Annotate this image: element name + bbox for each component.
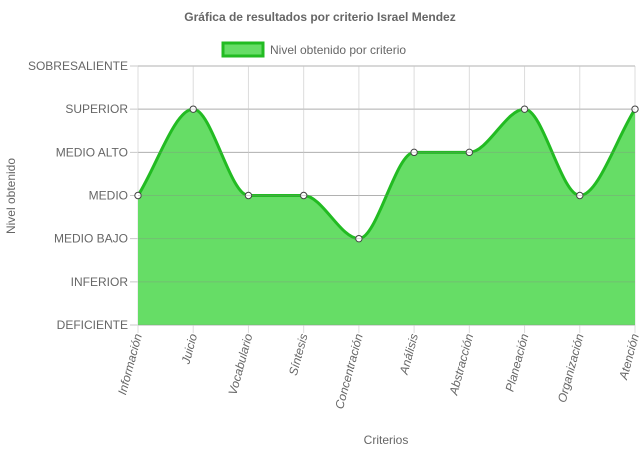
- y-tick-label: DEFICIENTE: [57, 318, 128, 332]
- legend-swatch: [221, 41, 265, 58]
- x-tick-label: Análisis: [397, 332, 421, 377]
- x-tick-label: Síntesis: [286, 332, 311, 377]
- y-tick-label: INFERIOR: [71, 275, 129, 289]
- data-point: [520, 105, 529, 113]
- x-axis-title: Criterios: [364, 433, 409, 447]
- data-point: [576, 191, 584, 200]
- x-tick-label: Concentración: [332, 332, 366, 411]
- grid-overlay: [138, 65, 635, 326]
- y-tick-label: MEDIO: [89, 189, 128, 203]
- y-axis: DEFICIENTE INFERIOR MEDIO BAJO MEDIO MEDIO A…: [28, 59, 128, 332]
- chart-title: Gráfica de resultados por criterio Israe…: [184, 10, 455, 24]
- x-tick-label: Atención: [616, 332, 639, 382]
- y-tick-label: SOBRESALIENTE: [28, 59, 128, 73]
- x-tick-label: Juicio: [178, 332, 200, 367]
- data-point: [244, 191, 253, 200]
- x-axis: Información Juicio Vocabulario Síntesis Conc…: [115, 332, 639, 411]
- x-tick-label: Organización: [555, 332, 587, 404]
- data-point: [465, 148, 474, 157]
- data-point: [631, 105, 639, 113]
- x-tick-label: Información: [115, 332, 145, 396]
- data-point: [410, 148, 418, 157]
- y-tick-label: MEDIO ALTO: [56, 145, 128, 159]
- legend-label: Nivel obtenido por criterio: [270, 43, 406, 57]
- legend[interactable]: Nivel obtenido por criterio: [221, 41, 406, 58]
- y-tick-label: MEDIO BAJO: [54, 232, 128, 246]
- series-area: [138, 109, 635, 325]
- x-tick-label: Planeación: [503, 332, 532, 393]
- series-layer: [134, 65, 639, 326]
- x-tick-label: Abstracción: [446, 332, 476, 397]
- series-line: [136, 107, 637, 241]
- data-point: [355, 234, 363, 243]
- y-tick-label: SUPERIOR: [65, 102, 128, 116]
- data-point: [134, 191, 142, 200]
- x-tick-label: Vocabulario: [226, 332, 256, 397]
- data-point: [189, 105, 197, 113]
- y-axis-title: Nivel obtenido: [4, 158, 18, 234]
- data-point: [299, 191, 308, 200]
